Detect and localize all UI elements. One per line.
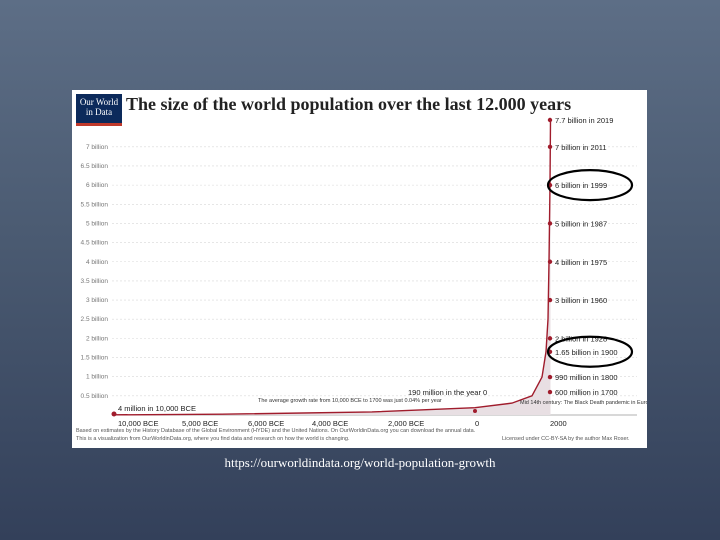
footer-license: Licensed under CC-BY-SA by the author Ma… bbox=[502, 436, 630, 442]
owid-logo: Our World in Data bbox=[76, 94, 122, 126]
data-point bbox=[547, 389, 553, 395]
x-tick-label: 0 bbox=[475, 419, 479, 428]
x-tick-label: 4,000 BCE bbox=[312, 419, 348, 428]
y-tick-label: 4 billion bbox=[86, 259, 108, 266]
start-point bbox=[111, 411, 117, 417]
y-tick-label: 6 billion bbox=[86, 182, 108, 189]
data-label: 5 billion in 1987 bbox=[555, 219, 607, 228]
annotation-year0: 190 million in the year 0 bbox=[408, 388, 487, 397]
annotation-growth-rate: The average growth rate from 10,000 BCE … bbox=[258, 398, 442, 404]
y-tick-label: 5 billion bbox=[86, 220, 108, 227]
population-chart: 7 billion 6.5 billion 6 billion 5.5 billion… bbox=[81, 116, 647, 428]
data-point bbox=[547, 221, 553, 226]
annotation-start: 4 million in 10,000 BCE bbox=[118, 404, 196, 413]
y-tick-label: 1.5 billion bbox=[81, 355, 109, 362]
y-tick-label: 3 billion bbox=[86, 297, 108, 304]
data-label: 1.65 billion in 1900 bbox=[555, 348, 618, 357]
chart-figure: Our World in Data The size of the world … bbox=[72, 90, 647, 448]
chart-title: The size of the world population over th… bbox=[126, 94, 572, 114]
population-line bbox=[111, 119, 552, 416]
data-label: 7.7 billion in 2019 bbox=[555, 116, 613, 125]
annotation-black-death: Mid 14th century: The Black Death pandem… bbox=[520, 400, 647, 406]
x-tick-label: 2,000 BCE bbox=[388, 419, 424, 428]
footer-visualization: This is a visualization from OurWorldinD… bbox=[76, 436, 350, 442]
y-tick-label: 1 billion bbox=[86, 374, 108, 381]
y-tick-label: 5.5 billion bbox=[81, 201, 109, 208]
y-tick-label: 3.5 billion bbox=[81, 278, 109, 285]
highlight-ellipse bbox=[546, 335, 634, 368]
data-point bbox=[547, 117, 553, 123]
data-point bbox=[547, 374, 553, 380]
data-label: 6 billion in 1999 bbox=[555, 181, 607, 190]
x-tick-label: 6,000 BCE bbox=[248, 419, 284, 428]
y-tick-label: 2.5 billion bbox=[81, 316, 109, 323]
data-label: 600 million in 1700 bbox=[555, 388, 618, 397]
data-label: 7 billion in 2011 bbox=[555, 143, 607, 152]
data-point bbox=[547, 336, 553, 341]
data-label: 4 billion in 1975 bbox=[555, 258, 607, 267]
y-tick-label: 4.5 billion bbox=[81, 240, 109, 247]
population-area bbox=[112, 120, 551, 415]
x-tick-label: 10,000 BCE bbox=[118, 419, 158, 428]
x-tick-label: 5,000 BCE bbox=[182, 419, 218, 428]
year0-point bbox=[473, 409, 477, 413]
footer-source: Based on estimates by the History Databa… bbox=[76, 428, 476, 434]
data-point bbox=[547, 297, 553, 303]
y-tick-label: 7 billion bbox=[86, 144, 108, 151]
y-tick-label: 2 billion bbox=[86, 335, 108, 342]
y-tick-label: 6.5 billion bbox=[81, 163, 109, 170]
highlight-ellipse bbox=[546, 169, 634, 202]
logo-text: Our World in Data bbox=[79, 97, 119, 117]
data-label: 2 billion in 1928 bbox=[555, 334, 607, 343]
x-tick-label: 2000 bbox=[550, 419, 567, 428]
data-label: 3 billion in 1960 bbox=[555, 296, 607, 305]
data-point bbox=[547, 144, 553, 150]
data-point bbox=[547, 259, 553, 264]
data-label: 990 million in 1800 bbox=[555, 373, 618, 382]
source-url[interactable]: https://ourworldindata.org/world-populat… bbox=[224, 455, 496, 470]
y-tick-label: 0.5 billion bbox=[81, 393, 109, 400]
